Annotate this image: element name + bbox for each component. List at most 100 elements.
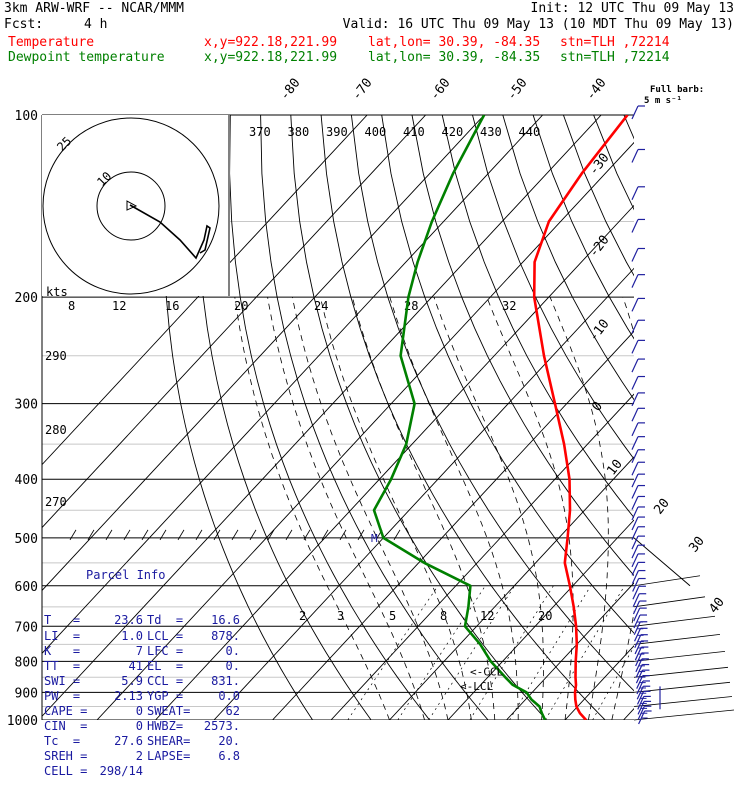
parcel-key: Tc = bbox=[44, 734, 99, 749]
parcel-key: SWEAT= bbox=[143, 704, 198, 719]
mixing-ratio-label: 20 bbox=[538, 609, 552, 623]
mixing-ratio-label: 2 bbox=[299, 609, 306, 623]
dry-adiabat-line bbox=[291, 115, 559, 733]
pressure-tick-label: 900 bbox=[15, 686, 38, 701]
mixing-ratio-line bbox=[398, 586, 486, 720]
isotherm-tick-label: 30 bbox=[686, 534, 707, 556]
isotherm-line bbox=[507, 115, 740, 720]
pressure-tick-label: 700 bbox=[15, 620, 38, 635]
theta-tick-label: 420 bbox=[442, 125, 464, 139]
pressure-tick-label: 400 bbox=[15, 473, 38, 488]
temperature-profile-line bbox=[534, 115, 627, 720]
mixing-ratio-label: 3 bbox=[337, 609, 344, 623]
theta-tick-label: 380 bbox=[288, 125, 310, 139]
wind-barb-staff bbox=[632, 149, 638, 162]
mixing-ratio-line bbox=[545, 586, 624, 720]
isotherm-tick-label: 10 bbox=[604, 457, 625, 479]
frame-extension-line bbox=[634, 576, 700, 586]
parcel-value: 2573. bbox=[198, 719, 240, 734]
parcel-value: 0. bbox=[198, 644, 240, 659]
isotherm-tick-label: -60 bbox=[427, 76, 453, 104]
parcel-value: 7 bbox=[99, 644, 143, 659]
isotherm-tick-label: -40 bbox=[583, 76, 609, 104]
hodograph-axis-label: 8 bbox=[68, 299, 75, 313]
wind-barb-staff bbox=[632, 187, 638, 200]
parcel-value: 0.0 bbox=[198, 689, 240, 704]
mixing-ratio-line bbox=[510, 586, 591, 720]
mixing-ratio-label: 12 bbox=[480, 609, 494, 623]
isotherm-tick-label: 40 bbox=[706, 595, 727, 617]
parcel-key: CELL = bbox=[44, 764, 99, 779]
parcel-row: CELL =298/14 bbox=[44, 764, 240, 779]
pressure-tick-label: 800 bbox=[15, 655, 38, 670]
pressure-tick-label: 100 bbox=[15, 109, 38, 124]
theta-tick-label: 370 bbox=[249, 125, 271, 139]
isotherm-tick-label: -10 bbox=[586, 317, 612, 345]
isotherm-tick-label: 20 bbox=[651, 496, 672, 518]
isotherm-line bbox=[682, 115, 740, 720]
frame-extension-line bbox=[634, 634, 720, 644]
ccl-annotation: <-CCL bbox=[470, 665, 503, 678]
parcel-value: 23.6 bbox=[99, 613, 143, 628]
parcel-key: K = bbox=[44, 644, 99, 659]
wind-barb-staff bbox=[632, 340, 638, 353]
parcel-value bbox=[198, 764, 240, 779]
dry-adiabat-line bbox=[594, 115, 740, 733]
dry-adiabat-line bbox=[230, 115, 440, 733]
wind-barb-staff bbox=[632, 298, 638, 311]
mixing-ratio-line bbox=[593, 586, 669, 720]
wind-barb-staff bbox=[632, 450, 638, 463]
hodograph-axis-label: 16 bbox=[165, 299, 179, 313]
pressure-tick-label: 1000 bbox=[7, 714, 38, 729]
wind-barb-staff bbox=[632, 408, 638, 421]
parcel-value: 298/14 bbox=[99, 764, 143, 779]
mixing-ratio-label: 5 bbox=[389, 609, 396, 623]
hodograph-axis-label: 20 bbox=[234, 299, 248, 313]
dry-adiabat-line bbox=[685, 115, 740, 733]
theta-tick-label: 440 bbox=[519, 125, 541, 139]
mixing-ratio-line bbox=[470, 586, 554, 720]
isotherm-tick-label: -70 bbox=[349, 76, 375, 104]
wind-barb-staff bbox=[632, 437, 638, 450]
dry-adiabat-line bbox=[351, 115, 677, 733]
parcel-value: 878. bbox=[198, 629, 240, 644]
parcel-key: EL = bbox=[143, 659, 198, 674]
barb-legend-line1: Full barb: bbox=[650, 85, 704, 95]
parcel-key: PW = bbox=[44, 689, 99, 704]
hodograph-axis-label: 24 bbox=[314, 299, 328, 313]
moist-adiabat-line bbox=[550, 297, 608, 720]
theta-tick-label: 400 bbox=[365, 125, 387, 139]
wind-barb-staff bbox=[632, 275, 638, 288]
hodograph-axis-label: 32 bbox=[502, 299, 516, 313]
moist-adiabat-line bbox=[487, 297, 573, 720]
parcel-key: T = bbox=[44, 613, 99, 628]
frame-extension-line bbox=[634, 597, 705, 607]
pressure-tick-label: 300 bbox=[15, 398, 38, 413]
parcel-key: SWI = bbox=[44, 674, 99, 689]
parcel-value: 27.6 bbox=[99, 734, 143, 749]
parcel-value: 0 bbox=[99, 704, 143, 719]
parcel-key: SREH = bbox=[44, 749, 99, 764]
isotherm-tick-label: -20 bbox=[586, 233, 612, 261]
parcel-key: YGP = bbox=[143, 689, 198, 704]
parcel-value: 20. bbox=[198, 734, 240, 749]
wind-barb-staff bbox=[632, 248, 638, 261]
theta-left-tick-label: 290 bbox=[45, 349, 67, 363]
parcel-key: CIN = bbox=[44, 719, 99, 734]
theta-tick-label: 390 bbox=[326, 125, 348, 139]
theta-tick-label: 410 bbox=[403, 125, 425, 139]
parcel-key: CAPE = bbox=[44, 704, 99, 719]
dry-adiabat-line bbox=[624, 115, 740, 733]
dry-adiabat-line bbox=[563, 115, 740, 733]
parcel-key: CCL = bbox=[143, 674, 198, 689]
parcel-key: LAPSE= bbox=[143, 749, 198, 764]
parcel-key: TT = bbox=[44, 659, 99, 674]
